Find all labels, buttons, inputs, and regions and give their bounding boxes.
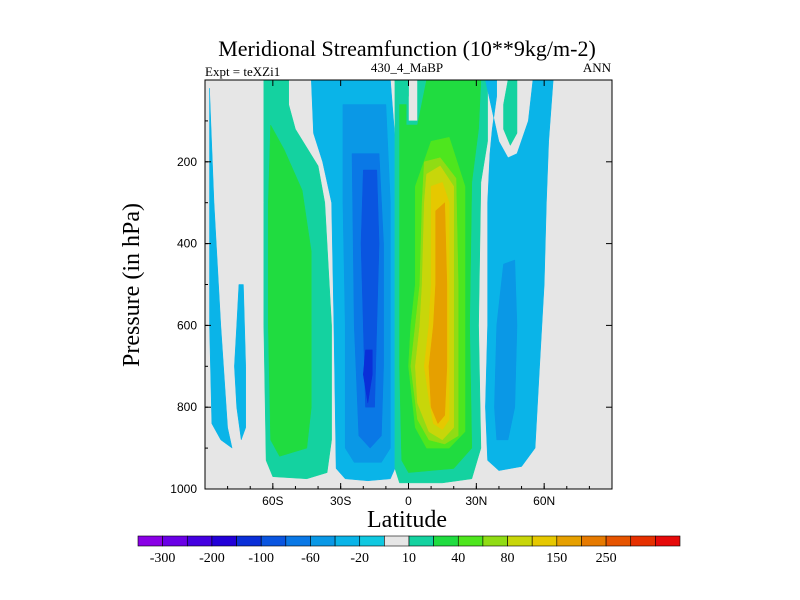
colorbar-swatch bbox=[605, 535, 632, 547]
colorbar-swatch bbox=[359, 535, 385, 547]
contour-region-8 bbox=[234, 284, 246, 441]
x-axis-ticks: 60S 30S 0 30N 60N bbox=[227, 80, 590, 508]
colorbar-swatch bbox=[137, 535, 163, 547]
x-tick-label: 30N bbox=[465, 494, 487, 508]
colorbar-label: -100 bbox=[248, 551, 274, 566]
colorbar-swatch bbox=[408, 535, 434, 547]
x-tick-label: 60S bbox=[262, 494, 283, 508]
colorbar-swatch bbox=[384, 535, 410, 547]
colorbar-swatch bbox=[581, 535, 607, 547]
colorbar-label: 40 bbox=[451, 551, 465, 566]
colorbar-swatch bbox=[556, 535, 582, 547]
contour-region-15 bbox=[428, 202, 448, 424]
colorbar-swatch bbox=[186, 535, 213, 547]
contour-region-1 bbox=[268, 124, 312, 457]
colorbar-swatch bbox=[236, 535, 262, 547]
contour-region-5 bbox=[360, 169, 380, 408]
colorbar-swatch bbox=[433, 535, 459, 547]
x-axis-label: Latitude bbox=[367, 507, 447, 533]
experiment-label: Expt = teXZi1 bbox=[205, 64, 280, 79]
colorbar-label: -20 bbox=[350, 551, 369, 566]
contour-region-19 bbox=[394, 79, 409, 97]
x-tick-label: 60N bbox=[533, 494, 555, 508]
period-label: 430_4_MaBP bbox=[371, 60, 443, 75]
colorbar-swatch bbox=[334, 535, 361, 547]
colorbar-label: 250 bbox=[596, 551, 617, 566]
contour-region-6 bbox=[363, 349, 373, 404]
plot-area bbox=[204, 79, 613, 490]
colorbar-swatch bbox=[482, 535, 508, 547]
colorbar-swatch bbox=[630, 535, 656, 547]
x-tick-label: 0 bbox=[405, 494, 412, 508]
colorbar-label: 80 bbox=[501, 551, 515, 566]
contour-region-7 bbox=[209, 87, 233, 449]
y-tick-label: 200 bbox=[177, 155, 197, 169]
colorbar-swatch bbox=[260, 535, 287, 547]
colorbar-swatch bbox=[531, 535, 558, 547]
colorbar-swatch bbox=[457, 535, 484, 547]
colorbar-swatch bbox=[211, 535, 237, 547]
colorbar-swatch bbox=[655, 535, 681, 547]
colorbar-swatch bbox=[507, 535, 533, 547]
y-axis-label: Pressure (in hPa) bbox=[119, 203, 145, 367]
y-tick-label: 800 bbox=[177, 400, 197, 414]
colorbar-label: 10 bbox=[402, 551, 416, 566]
y-tick-label: 1000 bbox=[170, 482, 197, 496]
contour-regions bbox=[209, 79, 554, 484]
colorbar-label: -300 bbox=[150, 551, 176, 566]
y-axis-ticks: 200 400 600 800 1000 bbox=[170, 120, 612, 496]
chart-title: Meridional Streamfunction (10**9kg/m-2) bbox=[218, 36, 596, 61]
season-label: ANN bbox=[583, 60, 612, 75]
colorbar-label: 150 bbox=[546, 551, 567, 566]
y-tick-label: 600 bbox=[177, 318, 197, 332]
x-tick-label: 30S bbox=[330, 494, 351, 508]
contour-region-18 bbox=[494, 259, 518, 441]
colorbar: -300 -200 -100 -60 -20 10 40 80 150 250 bbox=[137, 535, 681, 566]
colorbar-swatch bbox=[310, 535, 336, 547]
colorbar-label: -200 bbox=[199, 551, 225, 566]
colorbar-swatch bbox=[162, 535, 188, 547]
colorbar-swatch bbox=[285, 535, 311, 547]
colorbar-label: -60 bbox=[301, 551, 320, 566]
y-tick-label: 400 bbox=[177, 237, 197, 251]
